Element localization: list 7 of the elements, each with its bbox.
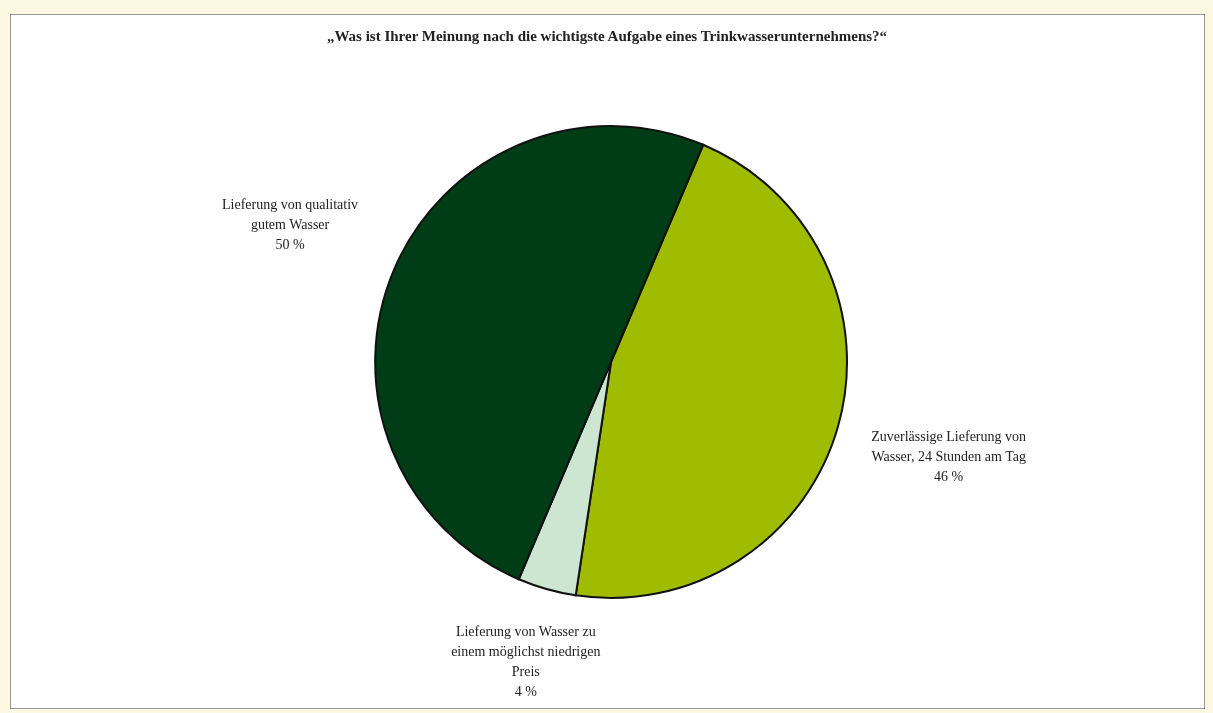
data-label: 4 % [514, 684, 538, 700]
slice-label: Lieferung von Wasser zu einem möglichst niedrigen Preis [451, 624, 601, 680]
slice-label: Lieferung von qualitativ gutem Wasser [222, 197, 359, 232]
data-label: 50 % [275, 237, 305, 252]
data-label: 46 % [934, 468, 964, 484]
slice-label: Zuverlässige Lieferung von Wasser, 24 Stunden am Tag [871, 428, 1027, 464]
chart-title: „Was ist Ihrer Meinung nach die wichtigste Aufgabe eines Trinkwasserunternehmens?“ [326, 28, 888, 44]
